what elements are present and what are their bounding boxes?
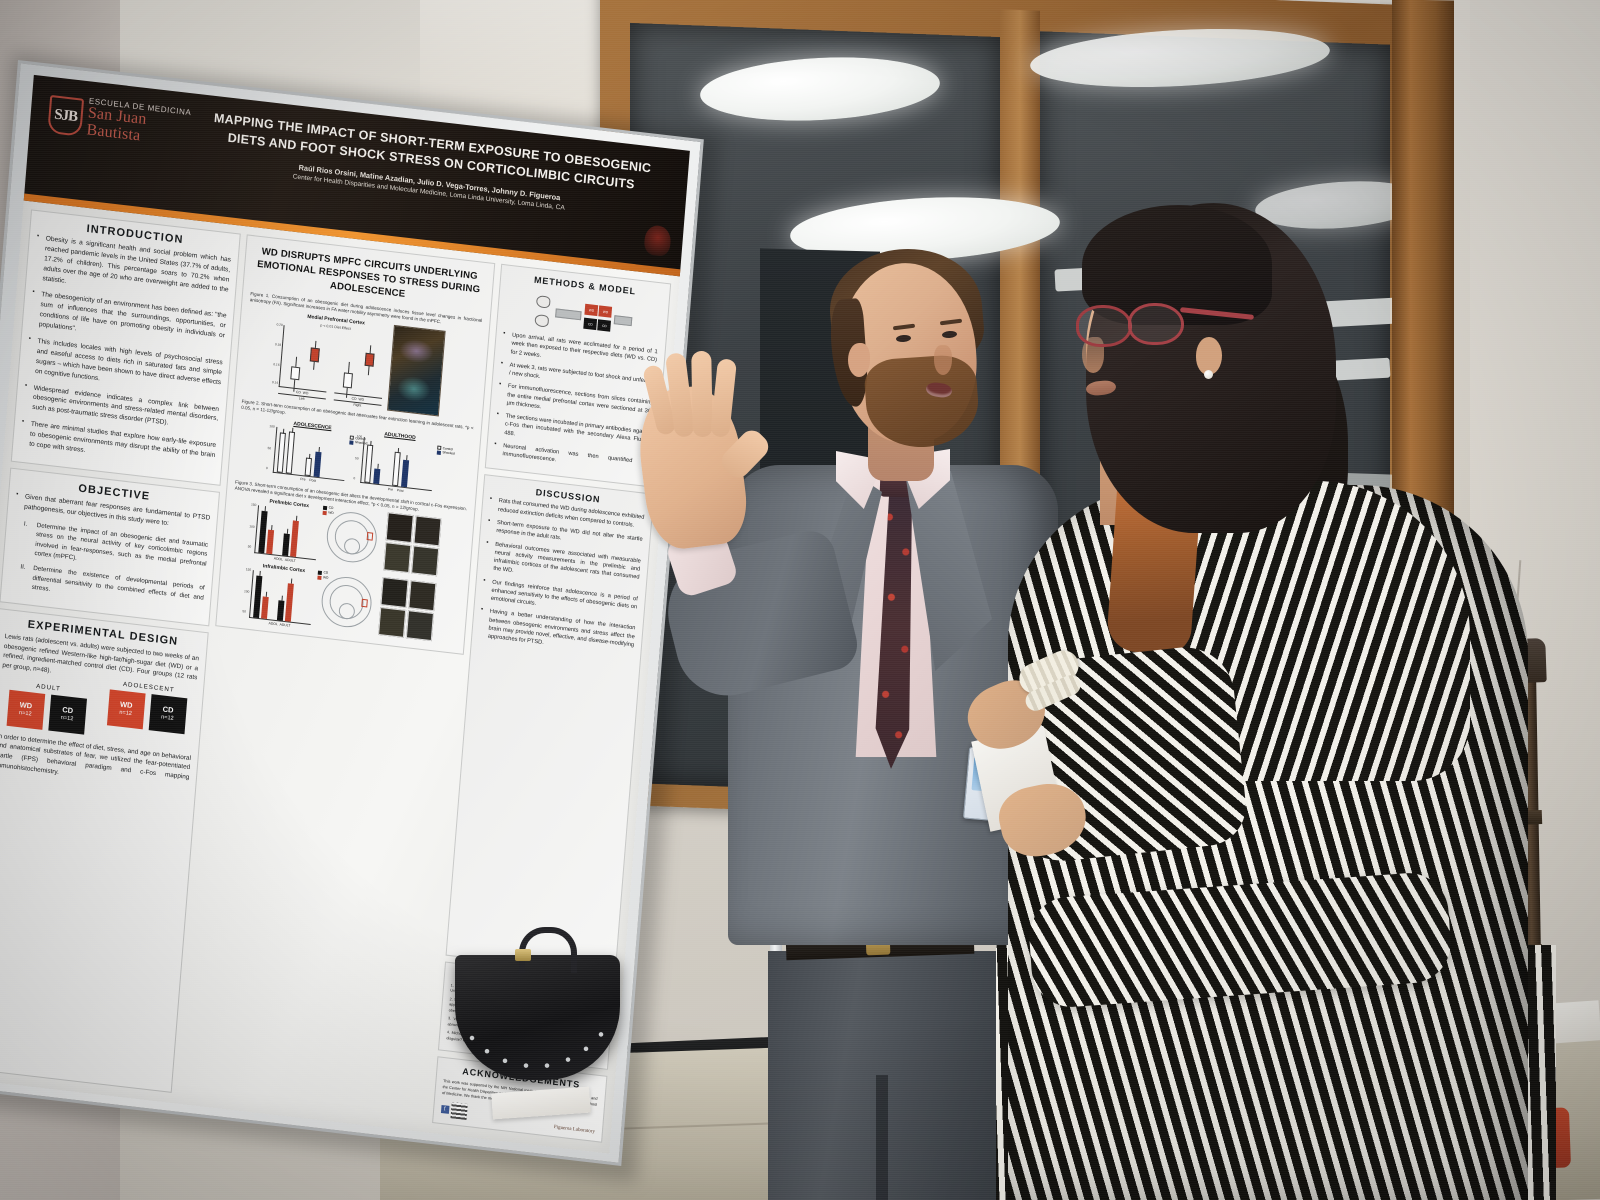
middle-results-panel: WD DISRUPTS MPFC CIRCUITS UNDERLYING EMO… bbox=[215, 234, 495, 656]
institution-logo: SJB ESCUELA DE MEDICINA San Juan Bautist… bbox=[29, 75, 203, 153]
listener-person bbox=[958, 185, 1556, 1200]
cfos-image bbox=[413, 515, 442, 547]
bar bbox=[364, 443, 374, 483]
group-box-cd: CD n=12 bbox=[48, 694, 87, 735]
rat-icon bbox=[533, 293, 554, 311]
bar bbox=[276, 431, 286, 473]
eyeglass-lens-left bbox=[1076, 305, 1132, 347]
presenter-nose bbox=[934, 345, 952, 375]
y-tick: 150 bbox=[245, 567, 252, 573]
handbag-studs bbox=[463, 1014, 613, 1074]
boxplot-group-right: CD WD Right bbox=[333, 331, 387, 410]
y-tick: 50 bbox=[247, 544, 252, 550]
facebook-icon: f bbox=[440, 1104, 450, 1114]
cfos-image bbox=[385, 512, 414, 544]
methods-bullets: Upon arrival, all rats were acclimated f… bbox=[493, 330, 658, 475]
diet-box-wd: WD bbox=[584, 303, 599, 317]
presenter-person bbox=[632, 215, 1110, 1200]
bar bbox=[392, 451, 401, 486]
legend-entry: Shocked bbox=[442, 450, 455, 456]
cfos-image bbox=[405, 610, 434, 642]
header-decoration bbox=[643, 224, 672, 258]
diet-box-cd: CD bbox=[583, 317, 598, 331]
discussion-bullets: Rats that consumed the WD during adolesc… bbox=[479, 496, 645, 657]
group-adolescent: ADOLESCENT WD n=12 CD n=12 bbox=[106, 679, 188, 746]
listener-ear bbox=[1196, 337, 1222, 375]
chart-prelimbic: Prelimbic Cortex bbox=[247, 498, 334, 564]
introduction-panel: INTRODUCTION Obesity is a significant he… bbox=[10, 209, 242, 486]
bar bbox=[313, 451, 322, 477]
y-tick: 0.16 bbox=[273, 361, 280, 367]
cfos-image bbox=[377, 607, 407, 639]
diet-box-wd: WD bbox=[598, 305, 613, 318]
facebook-badge[interactable]: f bbox=[440, 1101, 468, 1120]
eyeglass-lens-right bbox=[1128, 303, 1184, 345]
group-n: n=12 bbox=[119, 709, 133, 717]
experimental-design-panel: EXPERIMENTAL DESIGN Lewis rats (adolesce… bbox=[0, 607, 210, 1093]
group-box-cd: CD n=12 bbox=[148, 693, 188, 734]
shield-icon: SJB bbox=[47, 95, 85, 137]
objective-items: Determine the impact of an obesogenic di… bbox=[18, 519, 208, 612]
cfos-image-grid bbox=[377, 577, 437, 642]
logo-monogram: SJB bbox=[53, 106, 78, 125]
cfos-image bbox=[380, 577, 409, 609]
qr-code-icon bbox=[450, 1102, 468, 1120]
y-tick: 100 bbox=[243, 589, 250, 595]
cfos-image bbox=[408, 580, 437, 612]
y-tick: 0.18 bbox=[274, 341, 282, 347]
chart-adolescence: ADOLESCENCE bbox=[265, 420, 368, 483]
discussion-panel: DISCUSSION Rats that consumed the WD dur… bbox=[445, 474, 655, 975]
bar bbox=[400, 459, 410, 487]
diet-box-cd: CD bbox=[597, 319, 612, 332]
group-adult: ADULT WD n=12 CD n=12 bbox=[6, 680, 87, 735]
eyeglasses-icon bbox=[1076, 303, 1255, 349]
timeline-bar bbox=[614, 315, 633, 327]
cfos-image-grid bbox=[383, 512, 442, 577]
introduction-bullets: Obesity is a significant health and soci… bbox=[20, 233, 231, 471]
y-tick: 0.14 bbox=[271, 379, 279, 385]
presenter-trouser-seam bbox=[876, 1075, 888, 1200]
chart-infralimbic: Infralimbic Cortex bbox=[242, 563, 329, 629]
y-tick: 150 bbox=[250, 502, 257, 508]
timeline-bar bbox=[555, 308, 582, 321]
group-n: n=12 bbox=[18, 709, 32, 718]
presenter-ear bbox=[848, 343, 870, 377]
boxplot-group-left: 0.20 0.18 0.16 0.14 bbox=[272, 321, 332, 404]
brain-atlas-diagram bbox=[315, 570, 377, 636]
bar bbox=[284, 583, 294, 623]
bar bbox=[304, 457, 312, 476]
listener-hair-front bbox=[1082, 205, 1272, 325]
handbag bbox=[455, 927, 620, 1080]
cfos-image bbox=[383, 542, 412, 574]
y-tick: 0.20 bbox=[276, 321, 283, 327]
rat-icon bbox=[531, 312, 552, 330]
bar bbox=[260, 596, 269, 620]
bar bbox=[285, 430, 296, 474]
group-box-wd: WD n=12 bbox=[6, 689, 45, 730]
bar bbox=[289, 520, 299, 558]
chart-adulthood: ADULTHOOD bbox=[353, 429, 455, 496]
y-tick: 50 bbox=[242, 609, 247, 614]
bar bbox=[276, 600, 285, 622]
bar bbox=[266, 529, 275, 555]
bar bbox=[282, 533, 290, 557]
group-n: n=12 bbox=[160, 714, 174, 722]
chart-mpfc-boxplot: Medial Prefrontal Cortex p < 0.01 Diet E… bbox=[272, 311, 388, 410]
handbag-clasp bbox=[515, 949, 531, 961]
group-box-wd: WD n=12 bbox=[106, 689, 146, 730]
brain-atlas-diagram bbox=[320, 505, 382, 571]
group-n: n=12 bbox=[60, 714, 74, 723]
y-tick: 100 bbox=[249, 524, 255, 530]
cfos-image bbox=[411, 545, 440, 577]
finger bbox=[691, 350, 713, 438]
bar bbox=[373, 467, 381, 484]
brain-mri-image bbox=[387, 324, 446, 417]
listener-earring bbox=[1204, 370, 1213, 379]
lab-credit: Figueroa Laboratory bbox=[553, 1125, 596, 1135]
objective-panel: OBJECTIVE Given that aberrant fear respo… bbox=[0, 467, 221, 627]
